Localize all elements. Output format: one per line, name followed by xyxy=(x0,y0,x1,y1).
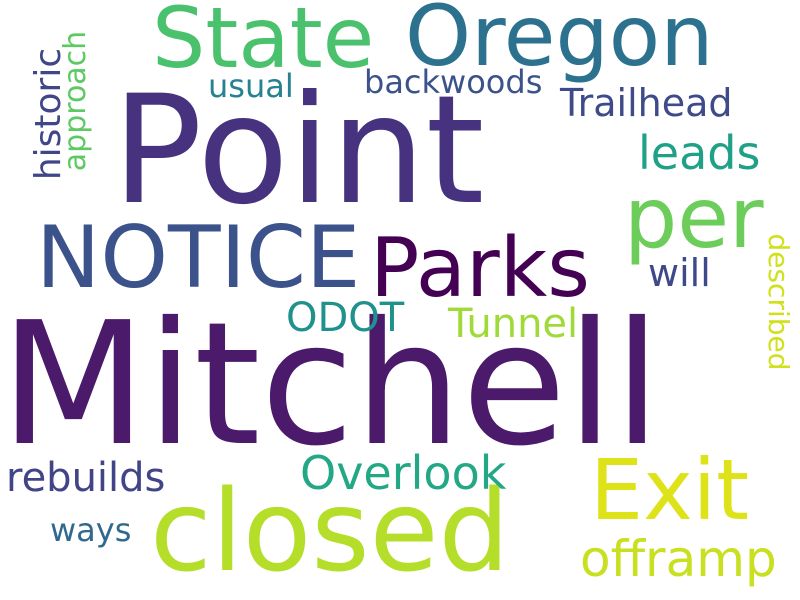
word-exit: Exit xyxy=(590,441,750,539)
word-point: Point xyxy=(112,64,485,238)
word-leads: leads xyxy=(638,126,761,180)
word-notice: NOTICE xyxy=(36,208,361,308)
word-per: per xyxy=(624,169,764,267)
word-described: described xyxy=(762,233,795,371)
word-approach: approach xyxy=(58,30,93,172)
word-closed: closed xyxy=(150,467,510,597)
word-usual: usual xyxy=(208,67,294,105)
word-rebuilds: rebuilds xyxy=(6,455,166,501)
word-parks: Parks xyxy=(370,221,590,316)
word-ways: ways xyxy=(50,511,132,549)
word-trailhead: Trailhead xyxy=(560,81,733,125)
word-state: State xyxy=(152,0,375,87)
word-offramp: offramp xyxy=(580,530,777,588)
word-tunnel: Tunnel xyxy=(448,301,579,347)
word-mitchell: Mitchell xyxy=(0,286,661,484)
word-overlook: Overlook xyxy=(300,446,507,500)
word-backwoods: backwoods xyxy=(364,63,543,101)
word-oregon: Oregon xyxy=(405,0,714,85)
word-odot: ODOT xyxy=(286,295,405,341)
word-will: will xyxy=(648,251,711,295)
